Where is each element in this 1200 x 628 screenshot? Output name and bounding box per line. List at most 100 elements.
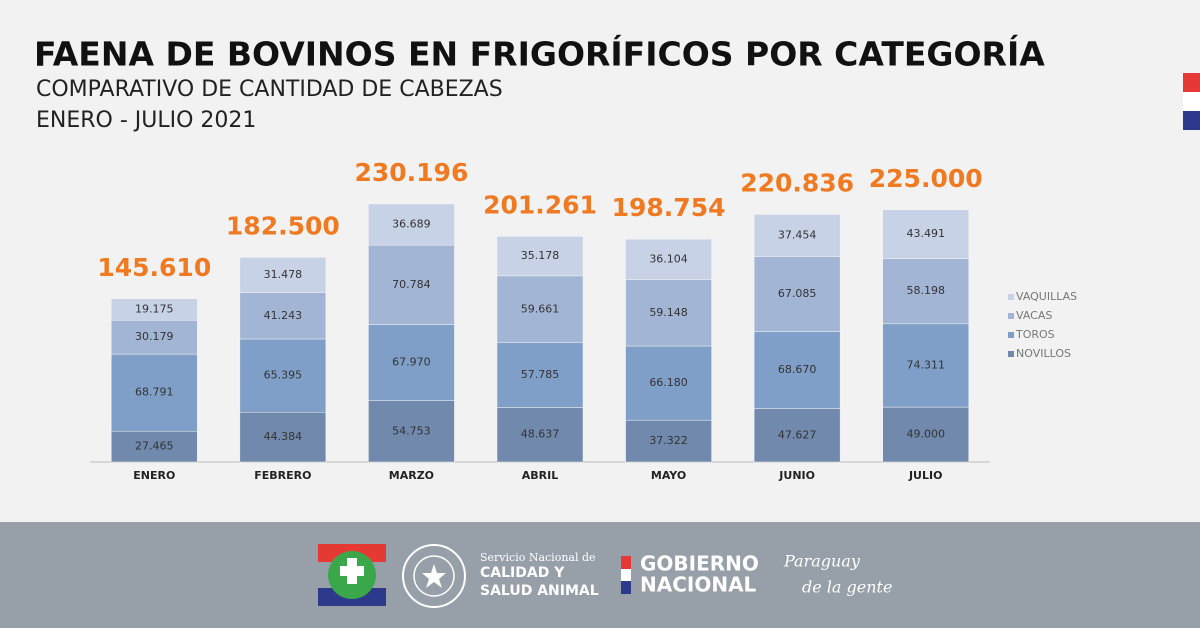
legend-swatch <box>1008 313 1014 319</box>
legend-swatch <box>1008 351 1014 357</box>
bar-segment <box>368 203 455 246</box>
bar-segment <box>496 236 584 277</box>
bar-segment <box>111 298 198 321</box>
footer-text: Paraguay <box>783 552 861 571</box>
value-label: 19.175 <box>135 303 174 316</box>
value-label: 27.465 <box>135 440 174 453</box>
bar-segment <box>239 292 327 340</box>
value-label: 74.311 <box>906 358 945 371</box>
legend-swatch <box>1008 294 1014 300</box>
bar-segment <box>496 342 584 408</box>
value-label: 54.753 <box>392 424 431 437</box>
legend-swatch <box>1008 332 1014 338</box>
value-label: 68.791 <box>135 386 174 399</box>
value-label: 67.970 <box>392 356 431 369</box>
footer-text: GOBIERNO <box>640 552 759 576</box>
value-label: 37.454 <box>778 228 817 241</box>
total-label: 220.836 <box>740 168 854 197</box>
total-label: 230.196 <box>354 158 468 187</box>
x-tick-label: FEBRERO <box>254 469 311 482</box>
x-tick-label: JUNIO <box>778 469 815 482</box>
value-label: 70.784 <box>392 278 431 291</box>
bar-segment <box>753 256 841 332</box>
value-label: 66.180 <box>649 376 688 389</box>
value-label: 47.627 <box>778 428 817 441</box>
legend-label: TOROS <box>1015 328 1055 341</box>
chart-title: FAENA DE BOVINOS EN FRIGORÍFICOS POR CAT… <box>34 34 1045 74</box>
flag-red <box>1183 73 1200 92</box>
gob-white <box>621 569 631 581</box>
chart-subtitle: COMPARATIVO DE CANTIDAD DE CABEZAS <box>36 77 503 102</box>
bar-segment <box>625 345 712 421</box>
bar-segment <box>882 209 969 259</box>
value-label: 58.198 <box>906 284 945 297</box>
flag <box>1183 73 1200 130</box>
value-label: 48.637 <box>521 428 560 441</box>
bar-segment <box>496 275 584 343</box>
bar-segment <box>368 244 455 325</box>
footer <box>0 522 1200 628</box>
x-tick-label: MAYO <box>651 469 686 482</box>
chart-period: ENERO - JULIO 2021 <box>36 108 256 133</box>
bar-segment <box>368 324 455 401</box>
bar-segment <box>111 430 198 463</box>
value-label: 49.000 <box>906 428 945 441</box>
footer-text: CALIDAD Y <box>480 565 565 581</box>
bar-segment <box>496 407 584 463</box>
value-label: 36.104 <box>649 252 688 265</box>
value-label: 57.785 <box>521 368 560 381</box>
gob-blue <box>621 581 631 594</box>
gob-red <box>621 556 631 569</box>
seal <box>402 544 466 608</box>
bar-segment <box>753 331 841 409</box>
bar-segment <box>239 338 327 413</box>
seal-inner <box>413 555 455 597</box>
total-label: 201.261 <box>483 190 597 219</box>
footer-text: NACIONAL <box>640 573 757 597</box>
bar-segment <box>239 412 327 463</box>
seal-star <box>422 564 446 588</box>
value-label: 59.148 <box>649 306 688 319</box>
bar-segment <box>882 258 969 325</box>
legend-label: NOVILLOS <box>1016 347 1071 360</box>
bar-segment <box>625 238 712 280</box>
value-label: 35.178 <box>521 249 560 262</box>
footer-text: Servicio Nacional de <box>480 551 596 564</box>
value-label: 37.322 <box>649 434 688 447</box>
value-label: 31.478 <box>264 268 303 281</box>
bar-segment <box>882 406 969 463</box>
flag-blue <box>1183 111 1200 130</box>
value-label: 41.243 <box>264 309 303 322</box>
bar-segment <box>753 214 841 257</box>
value-label: 30.179 <box>135 330 174 343</box>
total-label: 225.000 <box>869 164 983 193</box>
footer-text: de la gente <box>802 578 892 597</box>
value-label: 67.085 <box>778 287 817 300</box>
bar-segment <box>625 279 712 347</box>
x-tick-label: ABRIL <box>522 469 558 482</box>
bar-segment <box>625 419 712 463</box>
legend-label: VAQUILLAS <box>1016 290 1077 303</box>
value-label: 43.491 <box>906 227 945 240</box>
total-label: 182.500 <box>226 211 340 240</box>
total-label: 145.610 <box>97 253 211 282</box>
bar-segment <box>882 323 969 408</box>
x-tick-label: ENERO <box>133 469 175 482</box>
flag-white <box>1183 92 1200 111</box>
bar-segment <box>368 400 455 463</box>
bar-segment <box>239 257 327 293</box>
value-label: 59.661 <box>521 302 560 315</box>
footer-text: SALUD ANIMAL <box>480 583 599 599</box>
seal-ring <box>402 544 466 608</box>
x-tick-label: JULIO <box>908 469 942 482</box>
value-label: 36.689 <box>392 218 431 231</box>
x-tick-label: MARZO <box>389 469 434 482</box>
bar-segment <box>111 320 198 355</box>
value-label: 65.395 <box>264 369 303 382</box>
value-label: 68.670 <box>778 363 817 376</box>
bar-segment <box>753 408 841 463</box>
total-label: 198.754 <box>612 193 726 222</box>
legend-label: VACAS <box>1016 309 1052 322</box>
value-label: 44.384 <box>264 430 303 443</box>
